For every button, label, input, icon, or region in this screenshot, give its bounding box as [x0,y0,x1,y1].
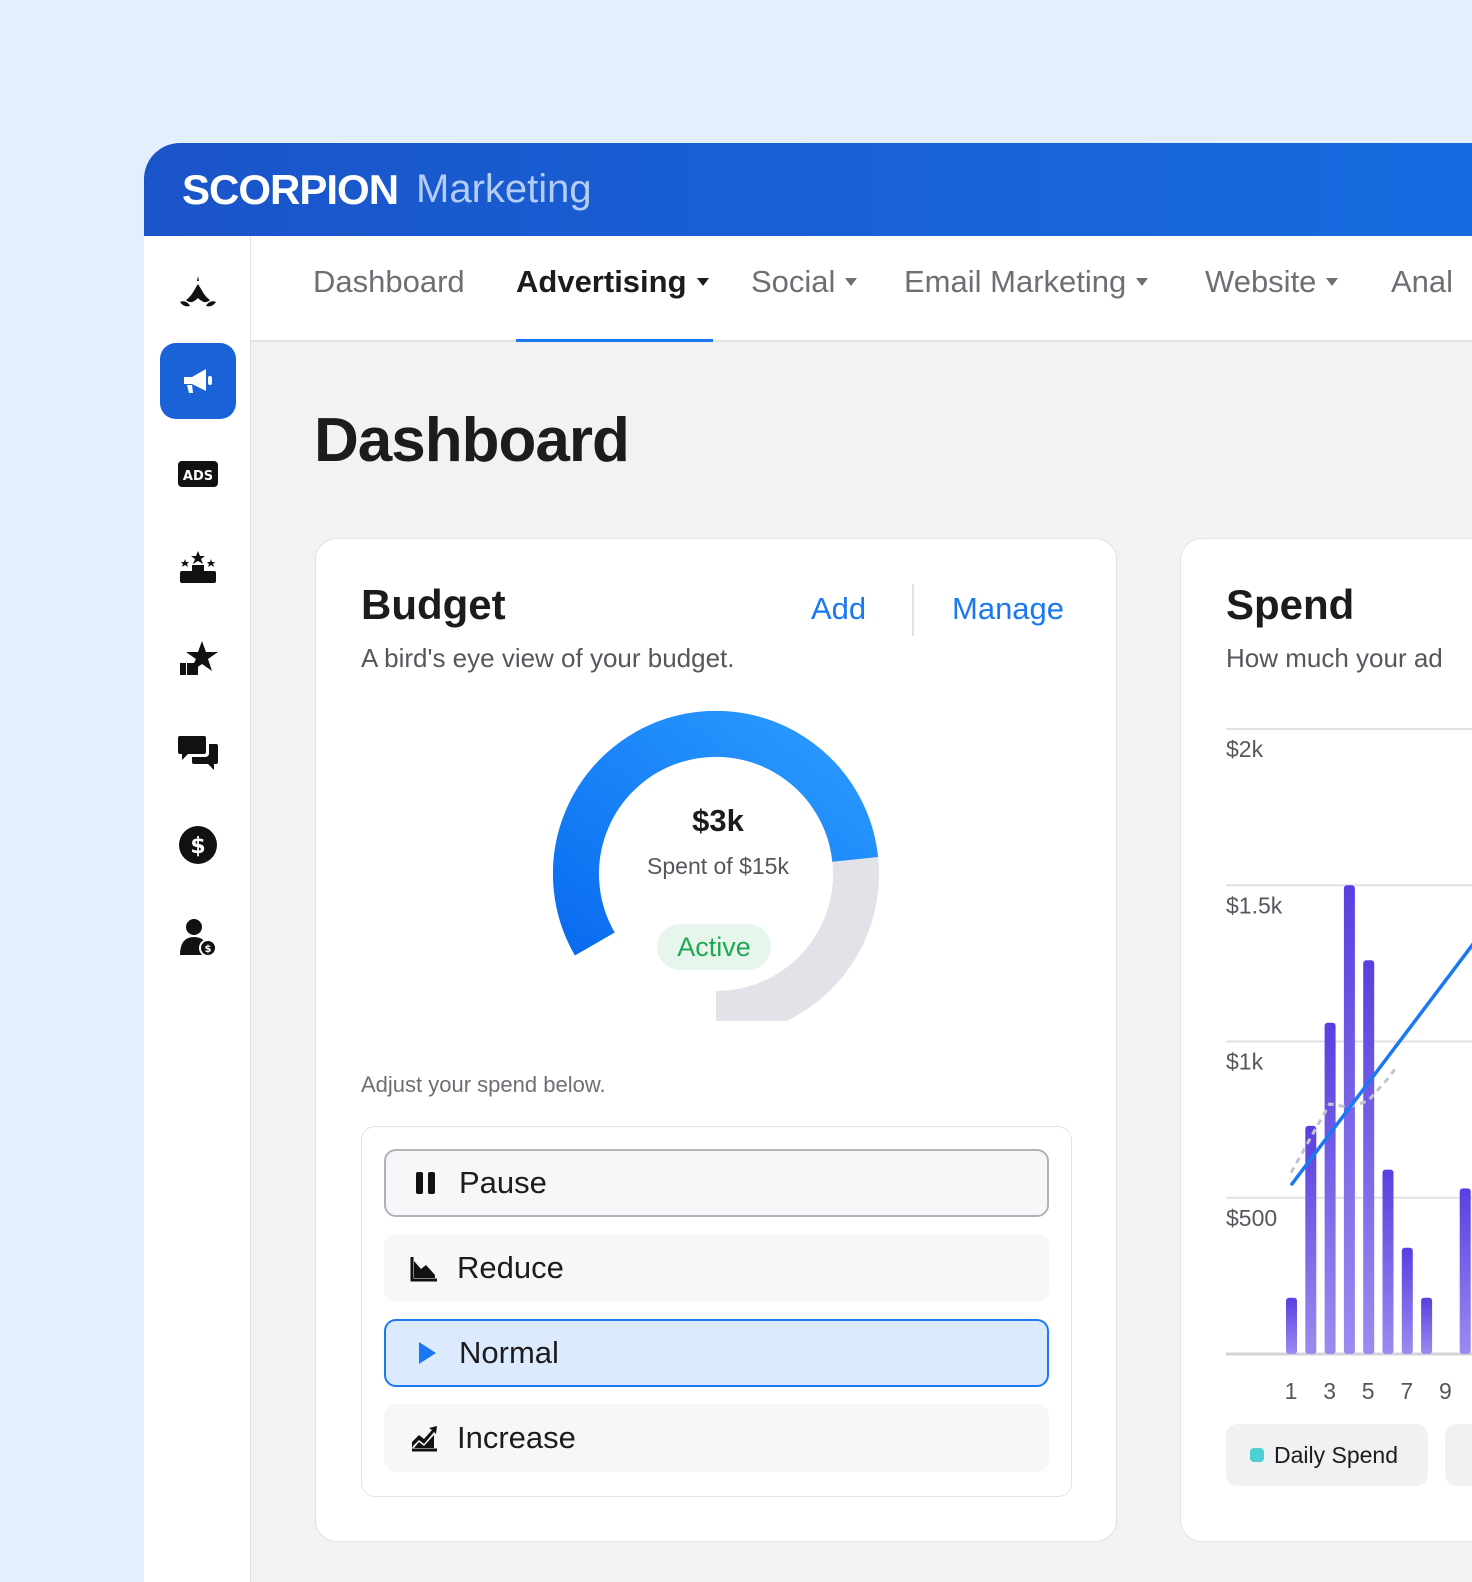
y-tick-label: $2k [1226,736,1264,762]
tab-label: Advertising [516,264,687,299]
brand-logo[interactable]: SCORPION [182,165,399,213]
caret-down-icon [845,278,858,286]
bar[interactable] [1363,960,1375,1354]
pause-icon [411,1168,441,1198]
megaphone-icon [184,369,212,393]
chart-down-icon [409,1253,439,1283]
tab-website[interactable]: Website [1205,264,1339,300]
bar[interactable] [1421,1297,1433,1354]
tab-analytics[interactable]: Anal [1391,264,1453,300]
top-bar: SCORPION Marketing [144,143,1472,236]
option-label: Increase [457,1420,576,1455]
gauge-ring [553,710,879,1037]
status-badge: Active [657,924,771,970]
spend-card: Spend How much your ad $2k $1.5k $1k $500 1 3… [1180,538,1472,1542]
sidebar-item-rankings[interactable] [160,529,236,605]
user-dollar-icon: $ [180,919,217,957]
spend-chart: $2k $1.5k $1k $500 1 3 5 7 9 [1226,728,1472,1404]
tab-email-marketing[interactable]: Email Marketing [904,264,1149,300]
spend-subtitle: How much your ad [1226,643,1443,673]
tab-label: Dashboard [313,264,465,299]
manage-budget-link[interactable]: Manage [952,591,1065,626]
sidebar-item-advertising[interactable] [160,343,236,419]
svg-text:$: $ [190,834,205,859]
budget-subtitle: A bird's eye view of your budget. [361,643,735,673]
gauge-amount: $3k [692,803,744,838]
star-thumbs-up-icon [180,641,218,675]
y-tick-label: $1k [1226,1049,1264,1075]
bar[interactable] [1286,1297,1297,1354]
x-tick-label: 1 [1285,1378,1298,1404]
bar[interactable] [1459,1188,1471,1354]
tab-label: Email Marketing [904,264,1127,299]
svg-text:ADS: ADS [183,469,213,484]
app-window: SCORPION Marketing ADS [144,143,1472,1582]
top-navigation: Dashboard Advertising Social Email Marke… [251,236,1472,342]
chat-bubbles-icon [178,736,218,770]
option-reduce[interactable]: Reduce [384,1234,1049,1302]
spend-options: Pause Reduce Normal Increase [361,1126,1072,1497]
option-label: Normal [459,1335,559,1370]
x-tick-label: 9 [1439,1378,1452,1404]
option-pause[interactable]: Pause [384,1149,1049,1217]
caret-down-icon [1136,278,1149,286]
divider [912,584,914,636]
chart-up-icon [409,1423,439,1453]
page-title: Dashboard [314,406,630,475]
caret-down-icon [696,278,709,286]
podium-stars-icon [180,551,216,583]
budget-title: Budget [361,581,506,628]
tab-label: Social [751,264,836,299]
tab-label: Website [1205,264,1317,299]
scorpion-logo-icon [180,276,216,307]
gauge-label: Spent of $15k [647,853,789,879]
spend-title: Spend [1226,581,1355,628]
tab-label: Anal [1391,264,1454,299]
sidebar-item-billing[interactable]: $ [160,807,236,883]
tab-advertising[interactable]: Advertising [516,264,709,300]
product-name: Marketing [416,167,592,211]
bar[interactable] [1343,885,1355,1354]
legend-item-next[interactable] [1445,1424,1472,1486]
add-budget-link[interactable]: Add [811,591,867,626]
bar[interactable] [1401,1247,1413,1354]
trend-line [1289,942,1472,1187]
x-tick-label: 3 [1323,1378,1336,1404]
option-label: Pause [459,1165,547,1200]
budget-gauge: $3k Spent of $15k Active [553,710,883,1037]
sidebar-item-home[interactable] [160,256,236,332]
bar[interactable] [1382,1169,1394,1354]
ads-icon: ADS [178,461,218,487]
dollar-circle-icon: $ [179,826,217,864]
sidebar-item-account[interactable]: $ [160,899,236,975]
x-tick-label: 5 [1362,1378,1375,1404]
option-label: Reduce [457,1250,564,1285]
comparison-line [1289,1065,1399,1174]
legend-label: Daily Spend [1274,1441,1399,1468]
y-tick-label: $1.5k [1226,892,1283,918]
legend-swatch [1250,1448,1264,1462]
adjust-label: Adjust your spend below. [361,1072,606,1097]
sidebar: ADS [144,236,251,1582]
tab-social[interactable]: Social [751,264,858,300]
bar[interactable] [1324,1022,1336,1354]
option-normal[interactable]: Normal [384,1319,1049,1387]
active-tab-indicator [516,339,713,342]
sidebar-item-ads[interactable]: ADS [160,436,236,512]
svg-text:$: $ [205,944,212,955]
tab-dashboard[interactable]: Dashboard [313,264,465,300]
play-icon [411,1338,441,1368]
legend-daily-spend[interactable]: Daily Spend [1226,1424,1428,1486]
caret-down-icon [1326,278,1339,286]
bar[interactable] [1305,1125,1317,1354]
y-tick-label: $500 [1226,1205,1277,1231]
budget-card: Budget A bird's eye view of your budget.… [315,538,1117,1542]
gauge-fill [553,710,879,956]
x-tick-label: 7 [1400,1378,1413,1404]
option-increase[interactable]: Increase [384,1404,1049,1472]
sidebar-item-messages[interactable] [160,714,236,790]
sidebar-item-reviews[interactable] [160,621,236,697]
